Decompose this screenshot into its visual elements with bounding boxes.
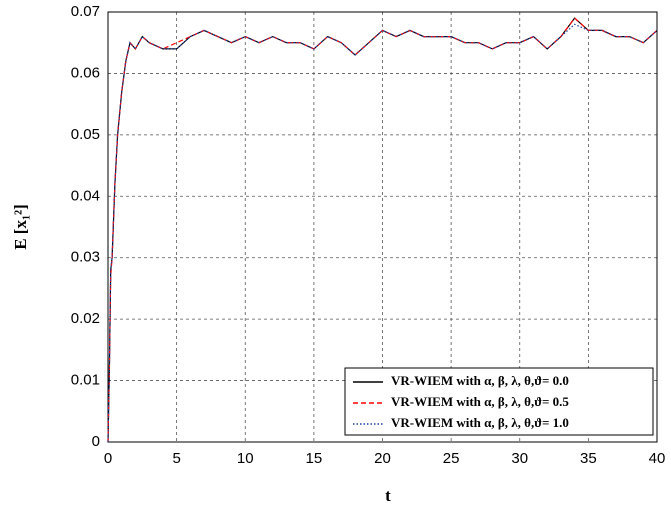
y-tick-label: 0 xyxy=(92,433,100,450)
x-tick-label: 0 xyxy=(104,450,112,467)
y-tick-label: 0.01 xyxy=(71,372,100,389)
legend-label: VR-WIEM with α, β, λ, θ,ϑ= 1.0 xyxy=(391,415,569,430)
x-tick-label: 20 xyxy=(374,450,391,467)
x-tick-label: 35 xyxy=(580,450,597,467)
legend-label: VR-WIEM with α, β, λ, θ,ϑ= 0.5 xyxy=(391,394,569,409)
x-tick-label: 30 xyxy=(511,450,528,467)
series-line xyxy=(107,23,658,443)
y-tick-label: 0.06 xyxy=(71,64,100,81)
x-tick-label: 15 xyxy=(306,450,323,467)
y-tick-label: 0.03 xyxy=(71,249,100,266)
plot-frame xyxy=(107,11,658,443)
x-axis-label: t xyxy=(385,486,391,505)
y-tick-label: 0.05 xyxy=(71,126,100,143)
legend-label: VR-WIEM with α, β, λ, θ,ϑ= 0.0 xyxy=(391,373,569,388)
x-tick-label: 5 xyxy=(172,450,180,467)
legend-box xyxy=(344,367,654,436)
y-tick-label: 0.02 xyxy=(71,310,100,327)
x-tick-label: 40 xyxy=(649,450,666,467)
y-tick-label: 0.07 xyxy=(71,3,100,20)
y-axis-label: E [x₁²] xyxy=(11,204,30,250)
y-tick-label: 0.04 xyxy=(71,187,100,204)
x-tick-label: 10 xyxy=(237,450,254,467)
x-tick-label: 25 xyxy=(443,450,460,467)
